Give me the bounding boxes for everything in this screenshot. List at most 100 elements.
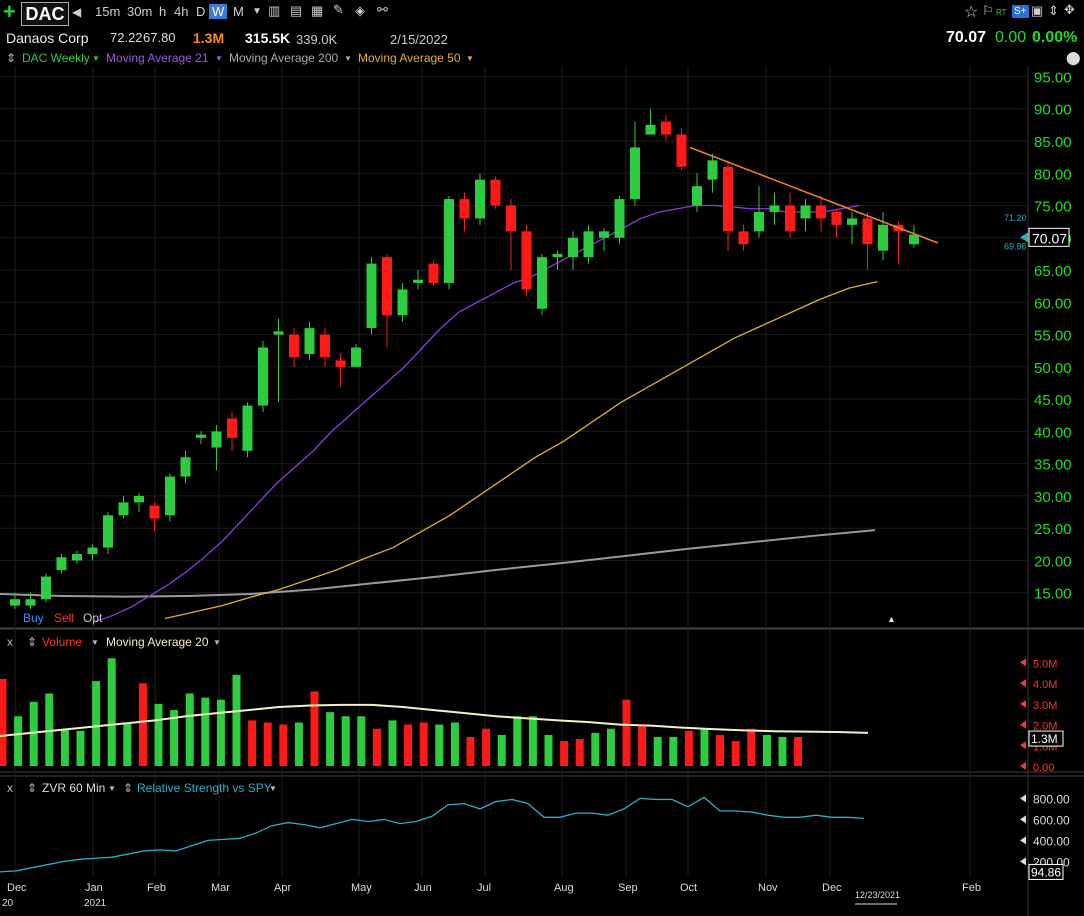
plus-icon[interactable]: + <box>3 0 16 24</box>
volume-bar <box>622 699 631 766</box>
timeframe-h[interactable]: h <box>159 4 167 19</box>
legend-ma50[interactable]: Moving Average 50 <box>358 51 461 65</box>
rs-tick-marker <box>1020 857 1026 866</box>
candle-body <box>382 257 392 316</box>
quote-volume: 1.3M <box>193 30 225 46</box>
volume-close-button[interactable]: x <box>7 635 13 649</box>
flag-icon[interactable]: ⚐ <box>982 3 994 18</box>
candle-body <box>41 576 51 600</box>
rs-symbol-label[interactable]: ZVR 60 Min <box>42 781 106 795</box>
volume-bar <box>716 734 725 766</box>
legend-ma50-dropdown-icon[interactable]: ▼ <box>466 54 474 63</box>
quote-low: 67.80 <box>143 30 176 45</box>
volume-bar <box>435 724 444 766</box>
volume-tick-label: 2.0M <box>1033 721 1057 733</box>
x-axis-label: Oct <box>680 882 697 894</box>
rs-close-button[interactable]: x <box>7 781 13 795</box>
volume-bar <box>154 703 163 766</box>
candle-body <box>878 224 888 251</box>
candle-body <box>909 234 919 245</box>
volume-bar <box>653 737 662 766</box>
dropdown-arrow-icon[interactable]: ▼ <box>252 6 262 17</box>
rs-dropdown-icon[interactable]: ▼ <box>269 784 277 793</box>
volume-tick-marker <box>1020 658 1026 667</box>
volume-bar <box>92 681 101 766</box>
candle-body <box>707 160 718 180</box>
price-chart[interactable]: 95.0090.0085.0080.0075.0070.0065.0060.00… <box>0 66 1084 916</box>
chart-settings-icon[interactable]: ▥ <box>268 3 281 18</box>
legend-ma200[interactable]: Moving Average 200 <box>229 51 339 65</box>
symbol-input[interactable]: DAC <box>21 2 69 26</box>
rs-symbol-dropdown-icon[interactable]: ▼ <box>108 784 116 793</box>
price-mark-low: 69.86 <box>1004 241 1027 251</box>
volume-bar <box>29 701 38 766</box>
candle-body <box>103 515 113 548</box>
volume-bar <box>357 716 366 766</box>
scale-icon[interactable]: ⇕ <box>1048 3 1059 18</box>
x-axis-label: Dec <box>7 882 27 894</box>
price-tick-label: 50.00 <box>1034 360 1072 377</box>
volume-bar <box>76 730 85 766</box>
layers-icon[interactable]: ◈ <box>355 3 365 18</box>
candle-body <box>769 205 780 212</box>
save-icon[interactable]: ▣ <box>1031 3 1044 18</box>
x-axis-label: Feb <box>962 882 981 894</box>
timeframe-30m[interactable]: 30m <box>127 4 153 19</box>
legend-ma200-dropdown-icon[interactable]: ▼ <box>344 54 352 63</box>
timeframe-m[interactable]: M <box>233 4 244 19</box>
volume-bar <box>638 724 647 766</box>
volume-reorder-icon[interactable]: ⇕ <box>27 635 38 649</box>
candle-body <box>630 147 640 200</box>
back-arrow-icon[interactable]: ◀ <box>72 5 82 19</box>
options-button[interactable]: Opt <box>83 611 103 625</box>
price-tick-label: 30.00 <box>1034 489 1072 506</box>
legend-series-dropdown-icon[interactable]: ▼ <box>92 54 100 63</box>
candle-body <box>118 502 129 516</box>
sell-button[interactable]: Sell <box>54 611 75 625</box>
quote-avg-volume: 315.5K <box>245 30 291 46</box>
x-axis-label: Feb <box>147 882 166 894</box>
timeframe-4h[interactable]: 4h <box>174 4 189 19</box>
volume-bar <box>279 724 288 766</box>
rs-reorder-icon[interactable]: ⇕ <box>27 781 38 795</box>
rs-tick-marker <box>1020 815 1026 824</box>
timeframe-15m[interactable]: 15m <box>95 4 121 19</box>
move-icon[interactable]: ✥ <box>1064 2 1075 17</box>
legend-ma21-dropdown-icon[interactable]: ▼ <box>215 54 223 63</box>
volume-label[interactable]: Volume <box>42 635 83 649</box>
candle-body <box>149 505 160 519</box>
expand-up-icon[interactable]: ▲ <box>887 614 896 624</box>
candle-body <box>289 334 299 358</box>
timeframe-d[interactable]: D <box>196 4 206 19</box>
volume-bar <box>232 674 241 766</box>
candle-body <box>25 599 36 606</box>
volume-tick-label: 3.0M <box>1033 700 1057 712</box>
volume-ma-label[interactable]: Moving Average 20 <box>106 635 209 649</box>
pencil-icon[interactable]: ✎ <box>333 2 344 17</box>
x-axis-label: Jun <box>414 882 432 894</box>
candle-body <box>134 495 144 503</box>
legend-ma21[interactable]: Moving Average 21 <box>106 51 209 65</box>
rs-label[interactable]: Relative Strength vs SPY <box>137 781 272 795</box>
share-icon[interactable]: ⚯ <box>377 2 388 17</box>
candle-body <box>521 231 532 290</box>
volume-dropdown-icon[interactable]: ▼ <box>91 638 99 647</box>
legend-reorder-icon[interactable]: ⇕ <box>6 51 17 65</box>
volume-bar <box>497 734 506 766</box>
candle-body <box>506 205 516 232</box>
star-icon[interactable]: ☆ <box>964 4 979 21</box>
rs-reorder-icon-2[interactable]: ⇕ <box>123 781 134 795</box>
toolbar: + DAC ◀ 15m 30m h 4h D W M ▼ ▥ ▤ ▦ ✎ ◈ ⚯… <box>0 0 1084 27</box>
realtime-label[interactable]: RT <box>996 8 1007 17</box>
price-tick-label: 40.00 <box>1034 424 1072 441</box>
rs-value-box <box>1028 863 1064 880</box>
table-icon[interactable]: ▦ <box>311 3 324 18</box>
volume-bar <box>372 728 381 766</box>
timeframe-w[interactable]: W <box>209 4 228 19</box>
volume-ma-dropdown-icon[interactable]: ▼ <box>213 638 221 647</box>
buy-button[interactable]: Buy <box>23 611 44 625</box>
calendar-icon[interactable]: ▤ <box>290 3 303 18</box>
settings-ball-icon[interactable]: ⬤ <box>1066 50 1081 65</box>
social-button[interactable]: S+ <box>1012 5 1029 18</box>
legend-series[interactable]: DAC Weekly <box>22 51 90 65</box>
